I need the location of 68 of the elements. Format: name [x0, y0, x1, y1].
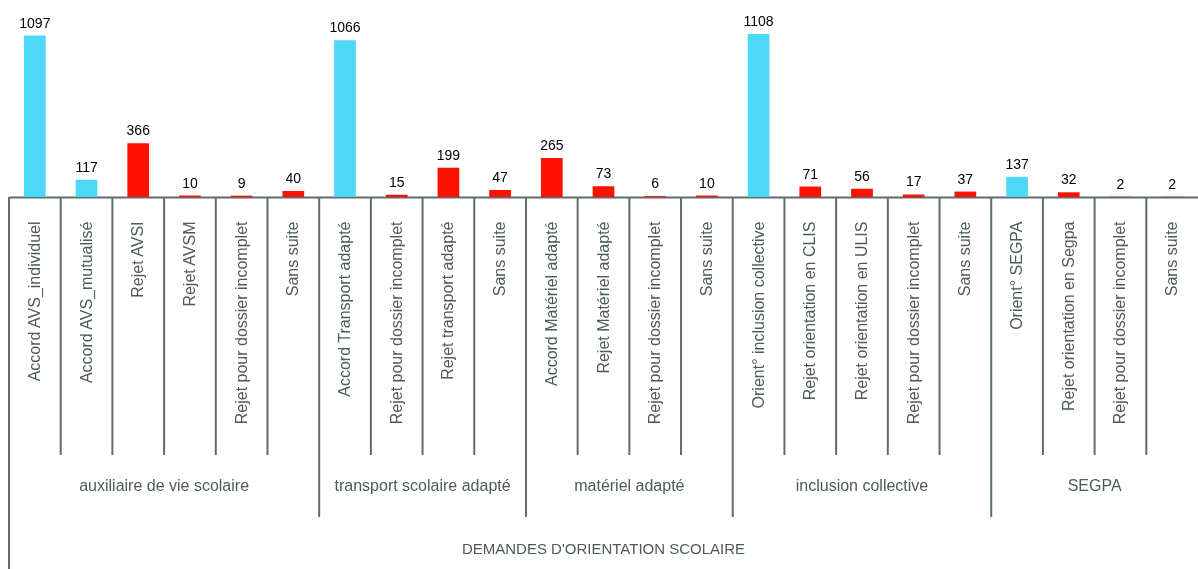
bar [902, 194, 925, 197]
data-label: 1097 [19, 14, 51, 31]
bar [540, 158, 563, 197]
data-label: 10 [182, 174, 198, 191]
text: SEGPA [1067, 477, 1122, 494]
data-label: 9 [237, 174, 246, 191]
x-tick-label: Sans suite [697, 221, 715, 297]
text: DEMANDES D'ORIENTATION SCOLAIRE [461, 540, 746, 557]
data-label: 2 [1116, 175, 1125, 192]
data-label: 40 [285, 170, 302, 187]
data-label: 2 [1168, 175, 1177, 192]
data-label: 265 [540, 137, 564, 154]
x-tick-label: Rejet orientation en ULIS [852, 221, 870, 401]
x-tick-label: Rejet pour dossier incomplet [1111, 220, 1129, 425]
x-tick-label: Sans suite [491, 221, 509, 297]
text: auxiliaire de vie scolaire [79, 477, 250, 494]
x-tick-label: Rejet pour dossier incomplet [232, 220, 250, 425]
x-tick-label: Sans suite [284, 221, 302, 297]
text: transport scolaire adapté [334, 477, 511, 494]
data-label: 137 [1005, 155, 1029, 172]
x-tick-label: Accord Transport adapté [336, 221, 354, 397]
x-tick-label: Sans suite [1163, 221, 1181, 297]
text: inclusion collective [795, 477, 929, 494]
data-label: 47 [492, 169, 509, 186]
text: matériel adapté [574, 477, 685, 494]
x-tick-label: Rejet pour dossier incomplet [646, 220, 664, 425]
data-label: 6 [651, 175, 660, 192]
bar [23, 35, 46, 197]
x-tick-label: Rejet pour dossier incomplet [387, 220, 405, 425]
x-tick-label: Rejet AVSI [129, 221, 147, 298]
data-label: 10 [699, 174, 715, 191]
bar [1057, 192, 1080, 197]
x-tick-label: Orient° SEGPA [1008, 221, 1026, 330]
data-label: 15 [388, 173, 405, 190]
bar [799, 186, 822, 197]
bar [851, 188, 873, 197]
x-tick-label: Rejet pour dossier incomplet [904, 220, 922, 425]
data-label: 32 [1060, 171, 1077, 188]
bar [127, 143, 150, 197]
x-tick-label: Rejet orientation en Segpa [1059, 221, 1077, 411]
bar [75, 179, 98, 197]
x-tick-label: Accord AVS_individuel [25, 221, 44, 382]
bar [1006, 176, 1028, 197]
x-tick-label: Accord AVS_mutualisé [77, 221, 96, 384]
bar [282, 191, 305, 197]
data-label: 56 [854, 167, 870, 184]
bar [385, 194, 408, 197]
x-tick-label: Sans suite [956, 221, 974, 297]
data-label: 17 [905, 173, 922, 190]
bar [489, 190, 511, 197]
x-tick-label: Rejet AVSM [180, 221, 198, 307]
data-label: 366 [126, 122, 151, 139]
data-label: 73 [595, 165, 612, 182]
bar [592, 186, 615, 197]
data-label: 1066 [329, 19, 361, 36]
data-label: 37 [957, 170, 974, 187]
x-tick-label: Accord Matériel adapté [542, 221, 560, 387]
x-tick-label: Orient° inclusion collective [749, 221, 767, 409]
data-label: 199 [436, 146, 461, 163]
bar [747, 34, 770, 197]
x-tick-label: Rejet transport adapté [439, 221, 457, 380]
data-label: 71 [802, 165, 819, 182]
data-label: 117 [75, 158, 98, 175]
bar [334, 40, 356, 197]
bar [437, 167, 460, 197]
x-tick-label: Rejet orientation en CLIS [801, 221, 819, 401]
x-tick-label: Rejet Matériel adapté [594, 221, 612, 374]
data-label: 1108 [743, 13, 774, 29]
